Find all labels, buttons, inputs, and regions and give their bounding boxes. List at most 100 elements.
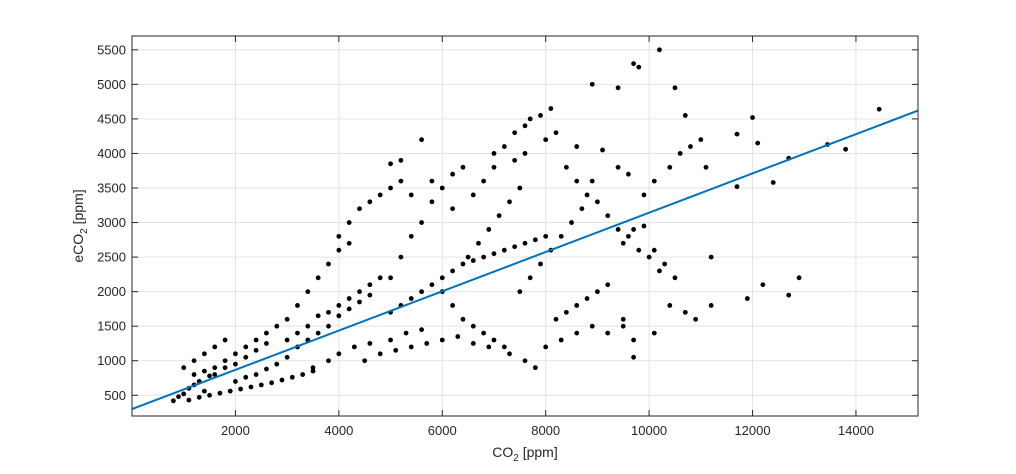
data-point	[408, 192, 414, 198]
x-axis-label-unit: [ppm]	[519, 444, 558, 460]
data-point	[357, 299, 362, 305]
data-point	[501, 247, 507, 253]
data-point	[408, 233, 414, 239]
data-point	[491, 164, 497, 170]
data-point	[367, 282, 373, 288]
x-tick-label: 8000	[531, 423, 560, 438]
data-point	[522, 240, 528, 246]
data-point	[682, 113, 688, 118]
data-point	[233, 351, 238, 357]
data-point	[796, 275, 802, 281]
data-point	[362, 358, 368, 364]
data-points	[170, 47, 882, 404]
data-point	[439, 275, 445, 281]
axes-box	[131, 35, 919, 417]
data-point	[460, 164, 466, 170]
x-axis-label: CO2 [ppm]	[492, 444, 557, 464]
x-tick-label: 4000	[324, 423, 353, 438]
data-point	[631, 61, 636, 67]
data-point	[620, 316, 626, 322]
y-axis-label-unit: [ppm]	[70, 189, 86, 228]
x-axis-label-base: CO	[492, 444, 513, 460]
data-point	[491, 151, 497, 156]
data-point	[615, 227, 621, 232]
data-point	[538, 261, 543, 267]
data-point	[419, 289, 424, 295]
data-point	[289, 374, 295, 380]
data-point	[512, 244, 518, 250]
x-tick-label: 14000	[838, 423, 874, 438]
data-point	[651, 330, 657, 336]
x-tick-label: 2000	[221, 423, 250, 438]
data-point	[481, 178, 487, 184]
data-point	[408, 296, 414, 301]
data-point	[326, 309, 331, 315]
y-tick-label: 1000	[97, 353, 126, 368]
data-point	[631, 354, 636, 360]
data-point	[357, 206, 362, 212]
data-point	[651, 247, 657, 253]
data-point	[367, 292, 373, 298]
data-point	[326, 261, 331, 267]
data-point	[677, 151, 683, 156]
data-point	[284, 316, 290, 322]
data-point	[563, 164, 569, 170]
data-point	[620, 240, 626, 246]
data-point	[170, 398, 176, 404]
data-point	[357, 289, 362, 295]
data-point	[543, 344, 549, 350]
data-point	[377, 275, 383, 281]
data-point	[470, 258, 476, 263]
data-point	[336, 303, 342, 308]
data-point	[507, 351, 512, 357]
data-point	[455, 334, 461, 339]
data-point	[615, 164, 621, 170]
data-point	[501, 144, 507, 149]
data-point	[667, 164, 673, 170]
fit-line-group	[131, 109, 919, 411]
data-point	[253, 372, 259, 377]
data-point	[517, 289, 523, 295]
data-point	[346, 220, 352, 225]
data-point	[367, 341, 373, 346]
data-point	[264, 366, 269, 372]
y-axis-label: eCO2 [ppm]	[70, 189, 90, 262]
data-point	[336, 351, 342, 357]
data-point	[346, 296, 352, 301]
data-point	[233, 379, 238, 384]
y-tick-label: 2500	[97, 250, 126, 265]
data-point	[424, 341, 430, 346]
data-point	[284, 337, 290, 343]
data-point	[212, 372, 218, 377]
data-point	[465, 254, 471, 260]
data-point	[196, 394, 202, 400]
data-point	[212, 344, 218, 350]
y-tick-label: 5000	[97, 77, 126, 92]
data-point	[605, 330, 611, 336]
data-point	[491, 251, 497, 257]
plot-area	[132, 36, 918, 416]
data-point	[181, 365, 187, 371]
data-point	[264, 341, 269, 346]
y-axis-label-subscript: 2	[79, 228, 90, 234]
data-point	[326, 323, 331, 329]
data-point	[408, 344, 414, 350]
data-point	[569, 220, 574, 225]
data-point	[517, 185, 523, 191]
data-point	[522, 358, 528, 364]
data-point	[264, 330, 269, 336]
data-point	[538, 113, 543, 118]
y-tick-label: 1500	[97, 319, 126, 334]
data-point	[662, 261, 668, 267]
data-point	[553, 316, 559, 322]
data-point	[326, 358, 331, 364]
data-point	[460, 261, 466, 267]
data-point	[450, 268, 456, 274]
data-point	[227, 388, 233, 394]
data-point	[253, 337, 259, 343]
data-point	[243, 344, 249, 350]
data-point	[657, 268, 662, 274]
data-point	[527, 116, 533, 122]
x-axis-ticks: 2000 4000 6000 8000 10000 12000 14000	[221, 36, 874, 438]
